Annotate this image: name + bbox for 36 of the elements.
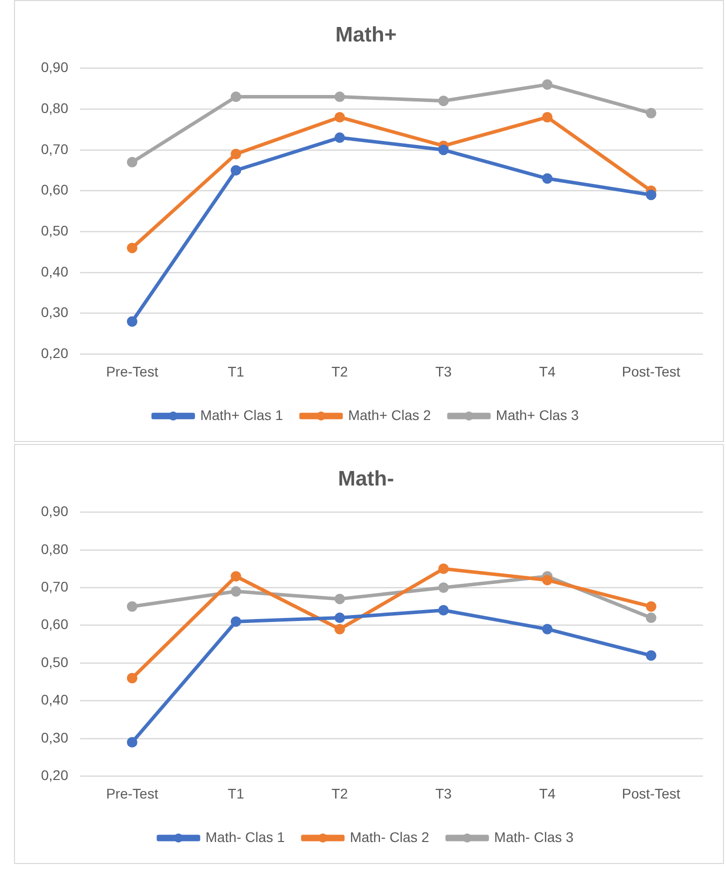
y-tick-label: 0,80: [41, 540, 68, 557]
y-tick-label: 0,60: [41, 182, 68, 198]
x-tick-label: T2: [332, 785, 348, 802]
y-tick-label: 0,20: [41, 767, 68, 784]
x-tick-label: T1: [228, 363, 244, 380]
y-tick-label: 0,30: [41, 304, 68, 320]
chart-title: Math+: [335, 23, 397, 46]
y-tick-label: 0,90: [41, 59, 68, 76]
legend-label: Math- Clas 2: [350, 828, 430, 845]
y-tick-label: 0,70: [41, 140, 68, 157]
y-tick-label: 0,40: [41, 263, 68, 280]
y-tick-label: 0,30: [41, 729, 68, 746]
legend-label: Math+ Clas 3: [496, 406, 580, 423]
y-tick-label: 0,50: [41, 654, 68, 670]
x-tick-label: T3: [435, 785, 452, 802]
y-tick-label: 0,90: [41, 503, 68, 520]
legend-label: Math- Clas 1: [205, 828, 286, 845]
x-tick-label: T4: [539, 363, 556, 380]
x-tick-label: T2: [332, 363, 348, 380]
x-tick-label: T3: [435, 363, 452, 380]
x-tick-label: T4: [539, 785, 556, 802]
x-tick-label: Post-Test: [622, 785, 680, 802]
y-tick-label: 0,50: [41, 222, 68, 238]
x-tick-label: Pre-Test: [106, 785, 158, 802]
x-tick-label: T1: [228, 785, 244, 802]
y-tick-label: 0,70: [41, 578, 68, 594]
y-tick-label: 0,20: [41, 345, 68, 362]
legend-label: Math- Clas 3: [494, 828, 574, 845]
y-tick-label: 0,80: [41, 100, 68, 116]
chart-title: Math-: [338, 467, 394, 490]
x-tick-label: Post-Test: [622, 363, 680, 380]
y-tick-label: 0,40: [41, 692, 68, 708]
legend-label: Math+ Clas 1: [200, 406, 284, 423]
legend-label: Math+ Clas 2: [348, 406, 432, 423]
y-tick-label: 0,60: [41, 616, 68, 632]
x-tick-label: Pre-Test: [106, 363, 158, 380]
